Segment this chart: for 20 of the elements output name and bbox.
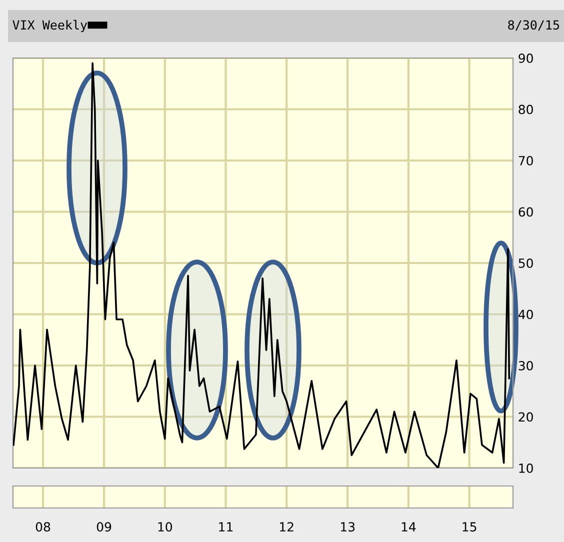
- line-series: [13, 62, 510, 468]
- x-tick-label: 09: [96, 522, 112, 532]
- x-tick-label: 12: [280, 522, 294, 532]
- x-tick-label: 11: [219, 522, 233, 532]
- y-tick-label: 90: [518, 53, 533, 63]
- x-tick-label: 08: [36, 522, 50, 532]
- y-tick-label: 80: [518, 104, 533, 114]
- x-tick-label: 10: [158, 522, 172, 532]
- legend-label: VIX Weekly: [12, 20, 88, 32]
- y-tick-label: 60: [518, 207, 533, 217]
- y-tick-label: 20: [518, 412, 533, 422]
- y-tick-label: 70: [518, 156, 533, 166]
- y-tick-label: 50: [518, 258, 533, 268]
- x-tick-label: 14: [402, 522, 416, 532]
- y-tick-label: 10: [519, 463, 533, 473]
- chart-subtitle: 8/30/15: [508, 20, 559, 31]
- y-tick-label: 40: [518, 310, 533, 320]
- y-tick-label: 30: [518, 360, 533, 370]
- x-tick-label: 13: [341, 522, 355, 532]
- x-tick-label: 15: [462, 522, 476, 532]
